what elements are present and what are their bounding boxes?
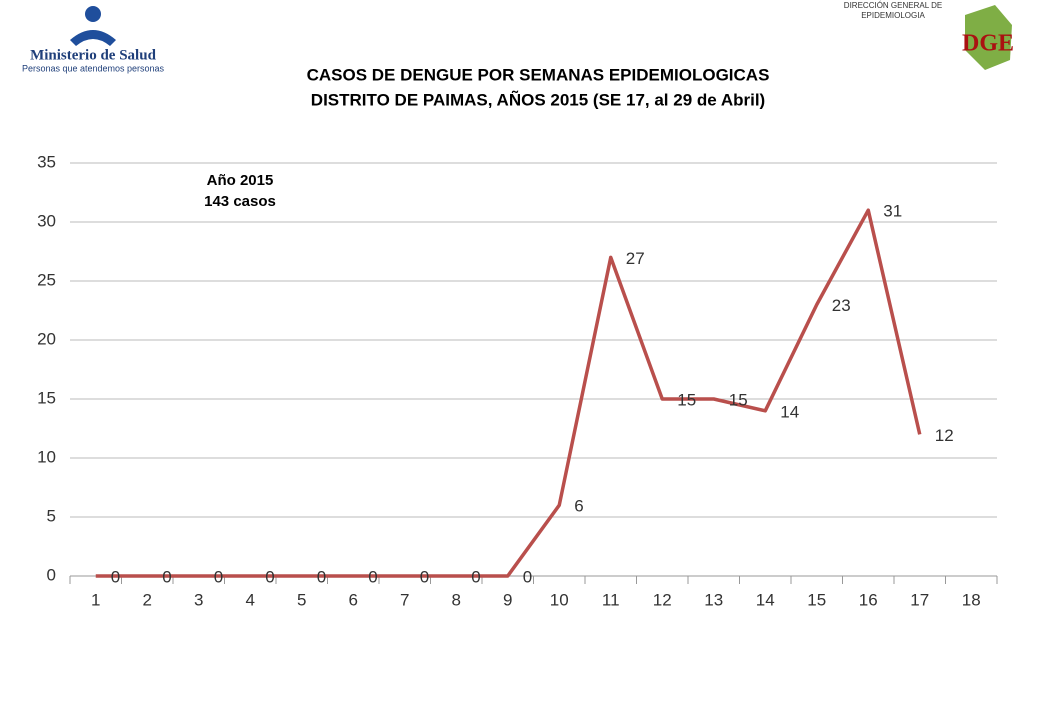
x-tick-label: 5 — [297, 590, 306, 609]
x-tick-label: 8 — [452, 590, 461, 609]
logo-map — [965, 5, 1012, 70]
data-label: 27 — [626, 249, 645, 268]
x-tick-label: 14 — [756, 590, 775, 609]
agency-logo: DGE — [962, 5, 1014, 70]
data-label: 0 — [265, 567, 274, 586]
ministry-tagline: Personas que atendemos personas — [22, 63, 165, 73]
agency-line: DIRECCIÓN GENERAL DE — [844, 1, 942, 10]
y-tick-label: 10 — [37, 447, 56, 466]
data-label: 14 — [780, 402, 799, 421]
agency-line: EPIDEMIOLOGIA — [861, 11, 925, 20]
logo-head — [85, 6, 101, 22]
y-tick-label: 35 — [37, 152, 56, 171]
data-label: 6 — [574, 497, 583, 516]
agency-logo-text: DGE — [962, 31, 1014, 57]
annotation: 143 casos — [204, 193, 276, 210]
data-label: 0 — [420, 567, 429, 586]
x-tick-label: 18 — [962, 590, 981, 609]
logo-arms — [70, 30, 116, 46]
x-tick-label: 15 — [807, 590, 826, 609]
y-tick-label: 25 — [37, 270, 56, 289]
ministry-logo: Ministerio de Salud Personas que atendem… — [22, 6, 165, 73]
x-tick-label: 10 — [550, 590, 569, 609]
data-label: 12 — [935, 426, 954, 445]
data-label: 0 — [111, 567, 120, 586]
x-tick-label: 16 — [859, 590, 878, 609]
data-label: 0 — [317, 567, 326, 586]
data-label: 15 — [729, 390, 748, 409]
x-tick-label: 2 — [143, 590, 152, 609]
y-tick-label: 15 — [37, 388, 56, 407]
x-tick-label: 3 — [194, 590, 203, 609]
line-series — [95, 208, 922, 578]
data-label: 0 — [214, 567, 223, 586]
ministry-name: Ministerio de Salud — [30, 47, 157, 63]
data-label: 15 — [677, 390, 696, 409]
data-label: 31 — [883, 202, 902, 221]
data-label: 0 — [523, 567, 532, 586]
x-tick-label: 6 — [349, 590, 358, 609]
chart-subtitle: DISTRITO DE PAIMAS, AÑOS 2015 (SE 17, al… — [311, 89, 765, 109]
data-label: 23 — [832, 296, 851, 315]
x-tick-label: 11 — [602, 590, 620, 609]
x-tick-label: 1 — [91, 590, 100, 609]
x-tick-label: 17 — [910, 590, 929, 609]
data-label: 0 — [368, 567, 377, 586]
data-label: 0 — [471, 567, 480, 586]
x-tick-label: 13 — [704, 590, 723, 609]
annotation: Año 2015 — [207, 172, 274, 189]
x-tick-label: 9 — [503, 590, 512, 609]
y-tick-label: 0 — [47, 565, 56, 584]
y-tick-label: 30 — [37, 211, 56, 230]
x-tick-label: 12 — [653, 590, 672, 609]
x-tick-label: 4 — [246, 590, 255, 609]
y-tick-label: 5 — [47, 506, 56, 525]
data-label: 0 — [162, 567, 171, 586]
y-tick-label: 20 — [37, 329, 56, 348]
chart-title: CASOS DE DENGUE POR SEMANAS EPIDEMIOLOGI… — [307, 65, 770, 84]
x-tick-label: 7 — [400, 590, 409, 609]
